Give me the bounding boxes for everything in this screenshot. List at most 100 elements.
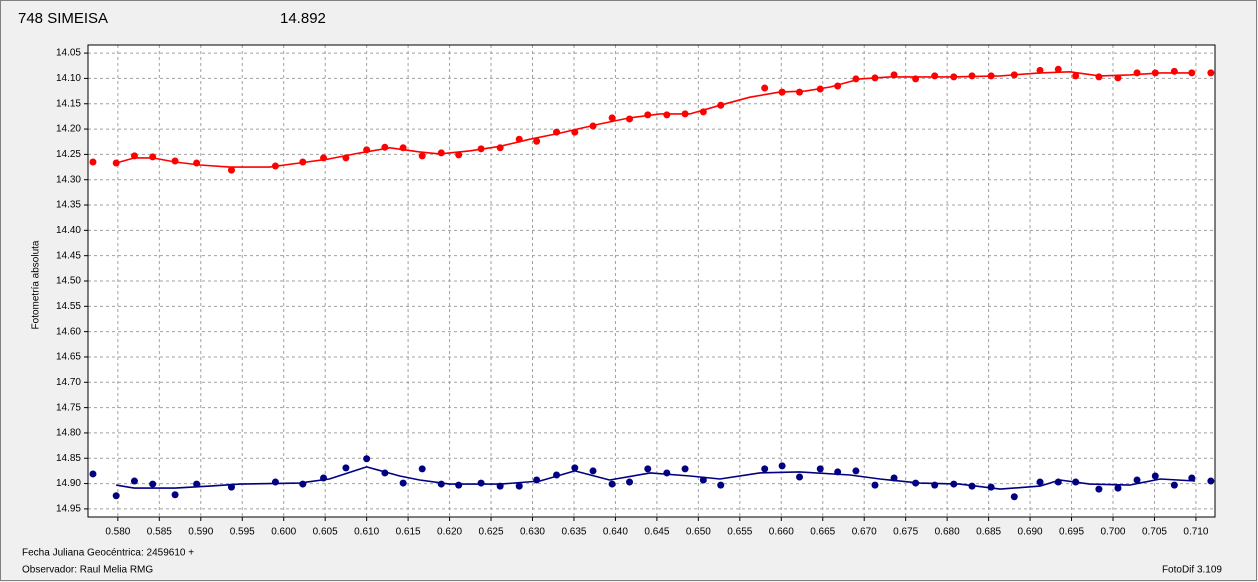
data-point [1095,485,1103,493]
data-point [1133,476,1141,484]
data-point [515,482,523,490]
data-point [1095,73,1103,81]
data-point [149,480,157,488]
x-tick-label: 0.700 [1100,527,1125,538]
x-tick-label: 0.600 [271,527,296,538]
data-point [1207,477,1215,485]
x-tick-label: 0.645 [644,527,669,538]
data-point [89,158,97,166]
data-point [1114,74,1122,82]
data-point [477,479,485,487]
x-tick-label: 0.680 [935,527,960,538]
x-tick-label: 0.590 [188,527,213,538]
x-tick-label: 0.605 [313,527,338,538]
data-point [871,481,879,489]
x-tick-label: 0.685 [976,527,1001,538]
software-label: FotoDif 3.109 [1162,565,1222,576]
data-point [571,464,579,472]
y-tick-label: 14.55 [56,301,81,312]
y-tick-label: 14.60 [56,326,81,337]
data-point [852,467,860,475]
data-point [399,479,407,487]
y-tick-label: 14.75 [56,402,81,413]
data-point [589,467,597,475]
data-point [717,481,725,489]
x-tick-label: 0.580 [105,527,130,538]
x-tick-label: 0.695 [1059,527,1084,538]
data-point [931,72,939,80]
data-point [130,477,138,485]
data-point [363,455,371,463]
data-point [1207,69,1215,77]
data-point [89,470,97,478]
x-tick-label: 0.650 [686,527,711,538]
data-point [112,492,120,500]
data-point [342,464,350,472]
data-point [778,462,786,470]
data-point [455,481,463,489]
x-tick-label: 0.625 [479,527,504,538]
data-point [1170,481,1178,489]
fit-line [116,466,1196,490]
x-tick-label: 0.630 [520,527,545,538]
data-point [681,465,689,473]
data-point [1170,67,1178,75]
y-tick-label: 14.50 [56,276,81,287]
data-point [608,114,616,122]
y-tick-label: 14.05 [56,48,81,59]
x-tick-label: 0.595 [230,527,255,538]
y-tick-label: 14.15 [56,98,81,109]
y-tick-label: 14.90 [56,478,81,489]
x-tick-label: 0.635 [561,527,586,538]
data-point [663,469,671,477]
data-point [112,159,120,167]
data-point [271,478,279,486]
y-tick-label: 14.65 [56,352,81,363]
x-tick-label: 0.690 [1018,527,1043,538]
y-tick-label: 14.95 [56,504,81,515]
data-point [149,153,157,161]
plot-border [87,44,1216,518]
data-point [1188,474,1196,482]
x-tick-label: 0.655 [727,527,752,538]
data-point [761,84,769,92]
data-point [663,111,671,119]
data-point [418,152,426,160]
data-point [227,166,235,174]
y-axis-label: Fotometría absoluta [31,240,42,329]
y-tick-label: 14.85 [56,453,81,464]
data-point [533,137,541,145]
data-point [816,465,824,473]
x-tick-label: 0.710 [1183,527,1208,538]
x-tick-label: 0.675 [893,527,918,538]
data-point [1072,72,1080,80]
x-tick-label: 0.660 [769,527,794,538]
data-point [1151,472,1159,480]
data-point [455,151,463,159]
y-tick-label: 14.45 [56,250,81,261]
y-tick-label: 14.40 [56,225,81,236]
y-tick-label: 14.80 [56,428,81,439]
y-tick-label: 14.35 [56,200,81,211]
data-point [533,476,541,484]
x-tick-label: 0.610 [354,527,379,538]
y-tick-label: 14.30 [56,174,81,185]
y-tick-label: 14.20 [56,124,81,135]
data-point [1036,478,1044,486]
x-tick-label: 0.615 [396,527,421,538]
observer-label: Observador: Raul Melia RMG [22,565,153,576]
data-point [796,473,804,481]
data-point [644,465,652,473]
x-tick-label: 0.640 [603,527,628,538]
data-point [626,478,634,486]
data-point [761,465,769,473]
chart-title: 748 SIMEISA [18,10,108,27]
data-point [1010,493,1018,501]
x-tick-label: 0.705 [1142,527,1167,538]
data-point [608,480,616,488]
fit-line [115,71,1196,168]
data-point [1054,65,1062,73]
y-tick-label: 14.70 [56,377,81,388]
data-point [418,465,426,473]
